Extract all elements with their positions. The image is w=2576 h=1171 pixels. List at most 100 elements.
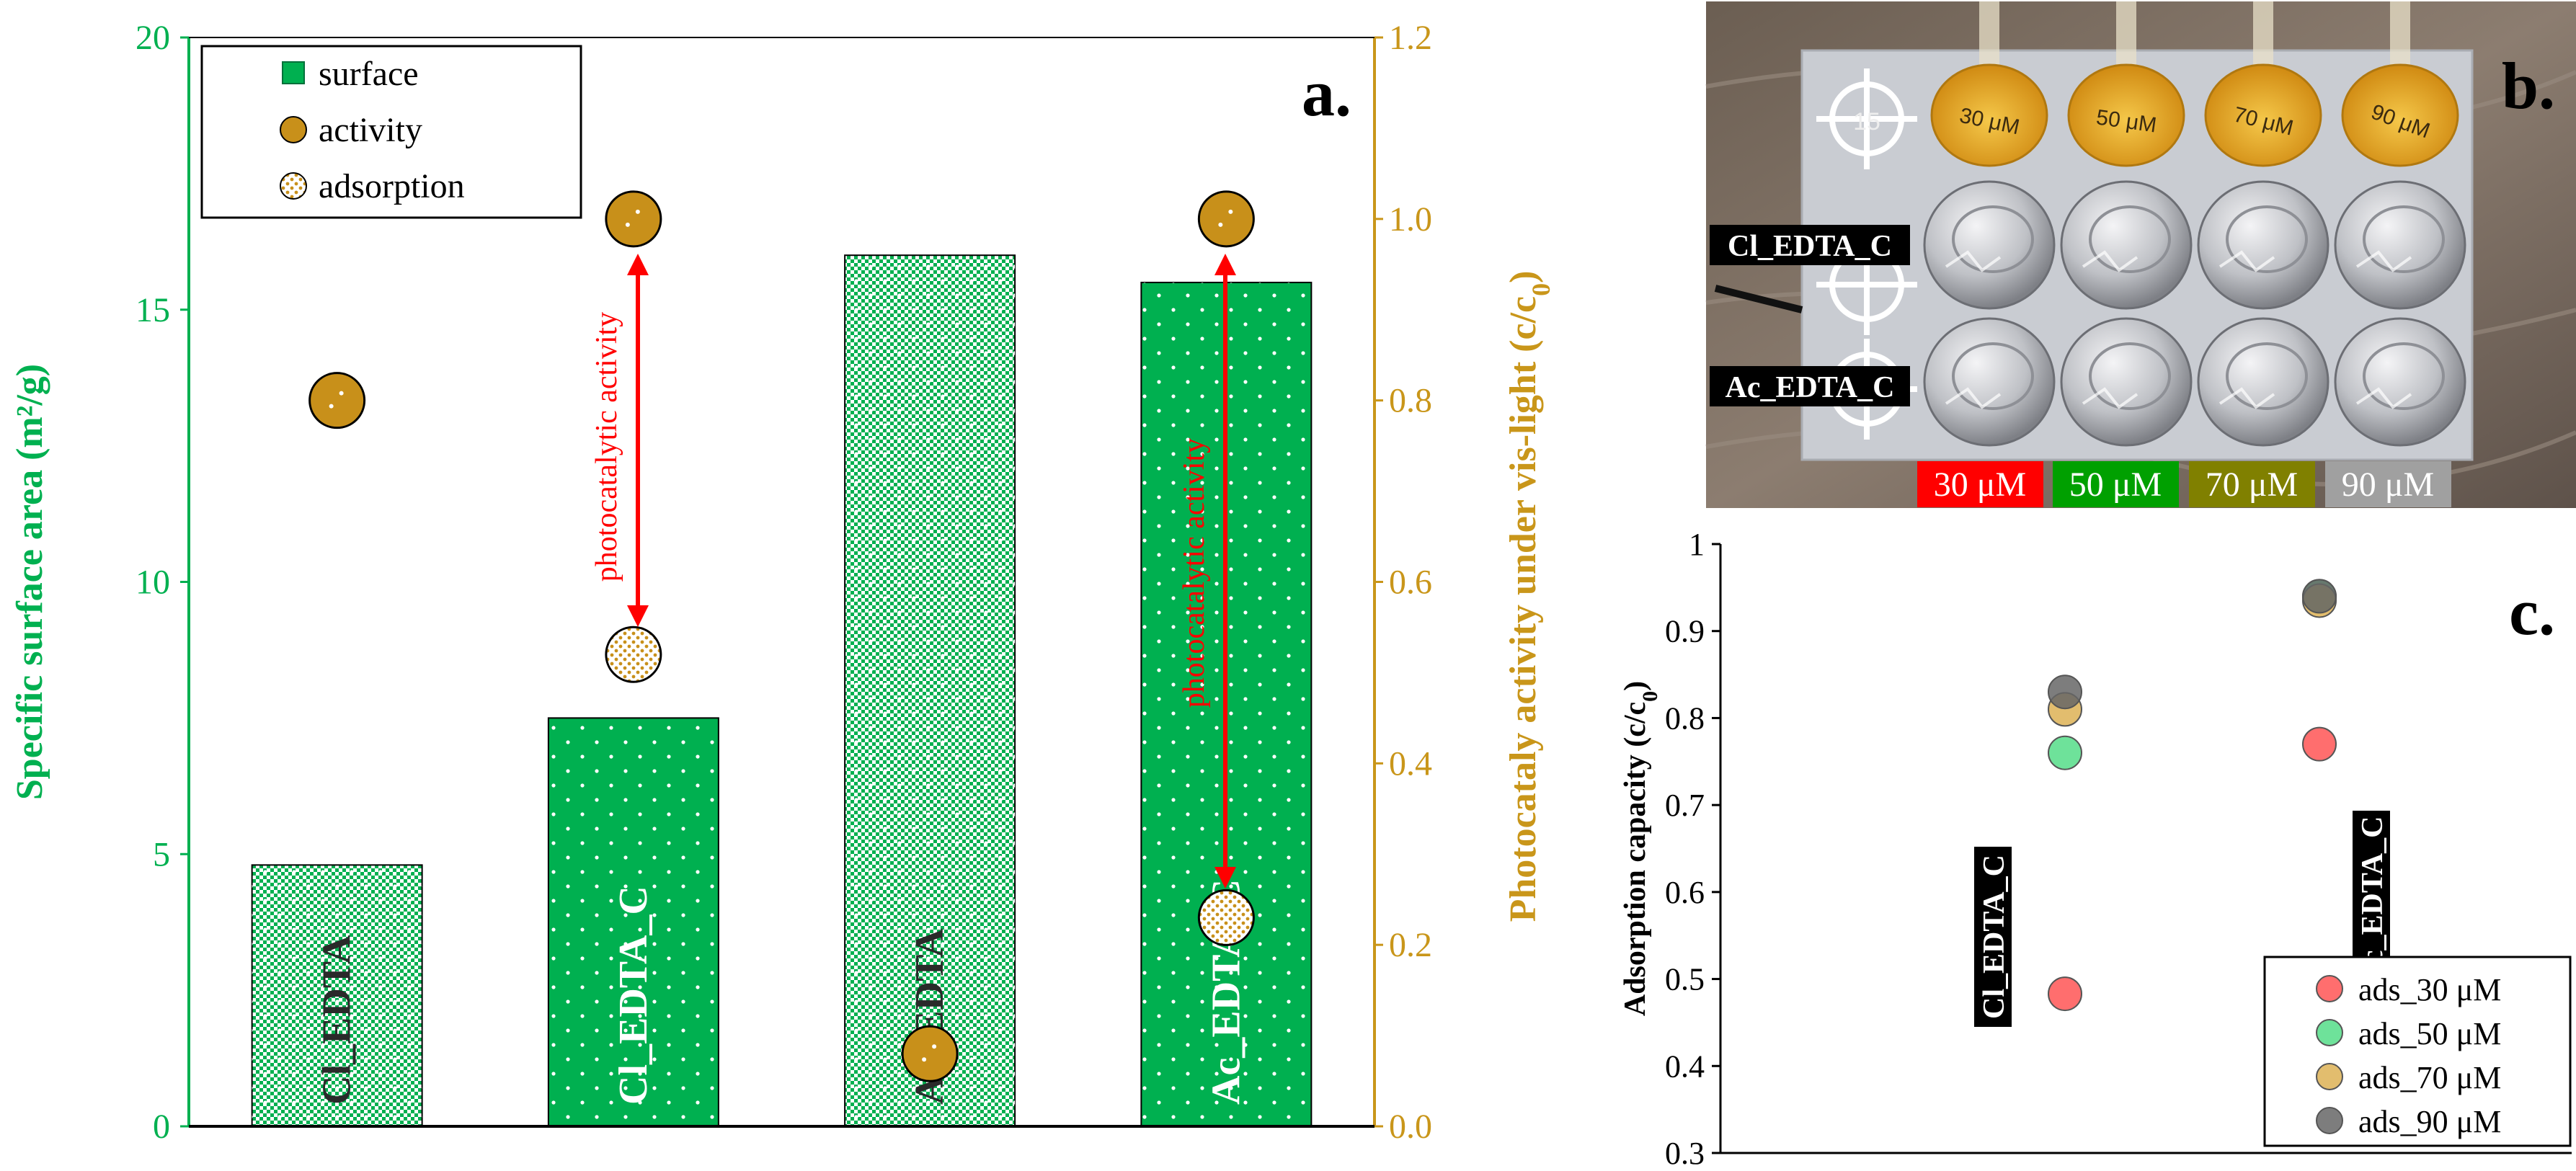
foil-vial	[1923, 180, 2056, 310]
c-legend-label: ads_30 μM	[2358, 972, 2501, 1007]
activity-point	[605, 190, 662, 248]
legend-label-surface: surface	[319, 55, 419, 93]
foil-crease	[2219, 250, 2275, 272]
concentration-box	[2189, 461, 2315, 507]
c-data-point	[2048, 976, 2082, 1012]
c-category-box	[2353, 811, 2390, 991]
legend-label-activity: activity	[319, 111, 422, 149]
c-data-point	[2302, 726, 2337, 762]
c-legend-swatch	[2316, 975, 2343, 1002]
foil-vial-rim	[2363, 205, 2445, 273]
foil-vial-rim	[2226, 205, 2308, 273]
panel-a-chart: Cl_EDTA Cl_EDTA_C Ac_EDTA Ac_EDTA_C 0510152…	[9, 19, 1555, 1146]
c-category-box	[1974, 847, 2012, 1027]
foil-vial-rim	[2089, 205, 2171, 273]
c-legend-swatch	[2316, 1019, 2343, 1046]
y-axis-label: Specific surface area (m²/g)	[9, 364, 50, 800]
row-label-box	[1710, 225, 1910, 265]
flask	[1930, 63, 2048, 167]
c-y-tick-label: 0.4	[1665, 1048, 1705, 1084]
concentration-label: 50 μM	[2069, 466, 2162, 504]
foil-vial	[2334, 180, 2466, 310]
activity-point-highlight	[1218, 222, 1223, 227]
concentration-label: 90 μM	[2342, 466, 2434, 504]
y2-tick-label: 1.2	[1389, 19, 1432, 57]
c-y-tick-label: 0.8	[1665, 700, 1705, 736]
activity-point-highlight	[922, 1057, 927, 1062]
legend-swatch-activity	[280, 116, 307, 143]
foil-vial-rim	[1952, 205, 2034, 273]
panel-label-b: b.	[2502, 49, 2555, 123]
y-tick-label: 5	[153, 835, 170, 873]
y2-tick-label: 0.6	[1389, 564, 1432, 602]
activity-point-highlight	[625, 222, 630, 227]
foil-crease	[2355, 387, 2412, 409]
foil-vial-rim	[1952, 342, 2034, 410]
c-legend-box	[2263, 956, 2572, 1147]
c-legend-swatch	[2316, 1063, 2343, 1090]
y2-axis-label: Photocataly activity under vis-light (c/…	[1503, 271, 1555, 922]
c-category-label: Cl_EDTA_C	[1978, 855, 2011, 1019]
foil-crease	[2219, 387, 2275, 409]
panel-b-photo: 15 30 μM 50 μM 70 μM 90 μM Cl_EDTA_C Ac_EDTA…	[1705, 1, 2576, 508]
foil-crease	[2355, 250, 2412, 272]
y2-tick-label: 0.0	[1389, 1108, 1432, 1146]
row-label: Cl_EDTA_C	[1728, 230, 1892, 263]
y-tick-label: 20	[136, 19, 170, 57]
activity-point-highlight	[339, 391, 344, 396]
flask	[2204, 63, 2322, 167]
y2-tick-label: 0.8	[1389, 382, 1432, 420]
activity-point-highlight	[635, 209, 640, 214]
y2-tick-label: 0.2	[1389, 926, 1432, 964]
c-y-axis-label: Adsorption capacity (c/c0)	[1619, 681, 1662, 1016]
activity-point	[1197, 190, 1255, 248]
panel-label-c: c.	[2509, 575, 2555, 649]
foil-vial	[2060, 180, 2193, 310]
flask	[2067, 63, 2185, 167]
y-tick-label: 0	[153, 1108, 170, 1146]
concentration-label: 30 μM	[1934, 466, 2026, 504]
concentration-box	[2325, 461, 2451, 507]
target-number: 15	[1853, 108, 1880, 135]
c-y-tick-label: 0.6	[1665, 875, 1705, 910]
c-legend-label: ads_90 μM	[2358, 1104, 2501, 1139]
activity-point-highlight	[1228, 209, 1233, 214]
c-y-tick-label: 1	[1689, 527, 1705, 562]
concentration-label: 70 μM	[2206, 466, 2298, 504]
c-y-tick-label: 0.7	[1665, 788, 1705, 823]
legend-swatch-surface	[282, 61, 305, 84]
y2-tick-label: 1.0	[1389, 200, 1432, 239]
c-data-point	[2302, 579, 2337, 614]
legend-swatch-adsorption	[280, 172, 307, 200]
row-label-box	[1710, 366, 1910, 406]
annotation-activity-2: photocatalytic activity	[1178, 438, 1211, 708]
activity-point	[308, 372, 366, 429]
foil-crease	[1945, 387, 2002, 409]
c-category-label-group: Cl_EDTA_C	[1974, 847, 2012, 1027]
c-legend-label: ads_50 μM	[2358, 1016, 2501, 1051]
y-tick-label: 10	[136, 564, 170, 602]
foil-crease	[2082, 387, 2138, 409]
c-y-tick-label: 0.9	[1665, 614, 1705, 649]
concentration-box	[1917, 461, 2043, 507]
c-legend-label: ads_70 μM	[2358, 1060, 2501, 1095]
panel-label-a: a.	[1302, 56, 1351, 130]
foil-vial-rim	[2363, 342, 2445, 410]
foil-vial-rim	[2089, 342, 2171, 410]
adsorption-point	[605, 625, 662, 683]
foil-vial	[2197, 180, 2329, 310]
foil-vial	[2060, 317, 2193, 447]
legend: surface activity adsorption	[200, 45, 582, 219]
foil-crease	[2082, 250, 2138, 272]
y2-tick-label: 0.4	[1389, 744, 1432, 783]
foil-vial-rim	[2226, 342, 2308, 410]
activity-point-highlight	[932, 1044, 937, 1049]
category-label: Cl_EDTA	[315, 935, 360, 1105]
foil-vial	[1923, 317, 2056, 447]
foil-vial	[2334, 317, 2466, 447]
c-y-tick-label: 0.5	[1665, 962, 1705, 997]
c-y-tick-label: 0.3	[1665, 1136, 1705, 1171]
panel-c-chart: 0.3 0.4 0.5 0.6 0.7 0.8 0.9 1 Adsorption capacit…	[1619, 527, 2572, 1171]
foil-vial	[2197, 317, 2329, 447]
